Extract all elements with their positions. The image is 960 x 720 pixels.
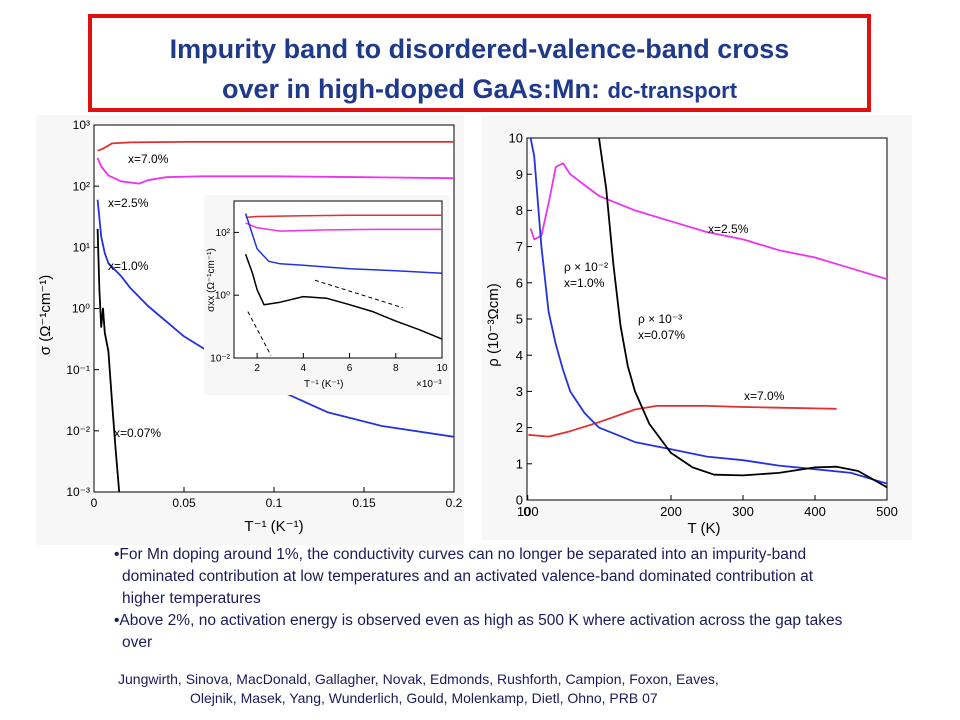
right-y-tick-label-7: 7 [516, 239, 523, 254]
left-series-line-3 [96, 228, 121, 492]
right-y-tick-label-4: 4 [516, 348, 523, 363]
right-y-tick-label-9: 9 [516, 167, 523, 182]
left-y-tick-label-5: 10² [73, 179, 90, 193]
left-series-label-0: x=7.0% [128, 152, 169, 166]
reference-line-2: Olejnik, Masek, Yang, Wunderlich, Gould,… [190, 690, 658, 706]
right-annotation-x-1: x=1.0% [564, 276, 605, 290]
left-y-tick-label-0: 10⁻³ [66, 485, 90, 499]
left-x-tick-label-1: 0.05 [172, 496, 196, 510]
title-line-2-main: over in high-doped GaAs:Mn: [221, 74, 608, 104]
right-x-tick-label-1: 100 [517, 504, 539, 519]
bullet-2: •Above 2%, no activation energy is obser… [114, 612, 843, 651]
inset-y-tick-label-2: 10² [216, 228, 231, 239]
inset-dashed-fit-high [314, 279, 403, 309]
left-y-tick-label-2: 10⁻¹ [66, 363, 90, 377]
right-x-axis-label: T (K) [687, 520, 720, 537]
right-series-line-2 [529, 138, 887, 485]
bullet-1: •For Mn doping around 1%, the conductivi… [114, 546, 814, 607]
left-y-tick-label-6: 10³ [73, 118, 90, 132]
title-line-2: over in high-doped GaAs:Mn: dc-transport [92, 74, 867, 105]
inset-y-tick-label-1: 10⁰ [215, 291, 230, 302]
right-annotation-x-2: x=0.07% [638, 328, 685, 342]
right-x-tick-label-4: 400 [804, 504, 826, 519]
inset-y-axis-label: σxx (Ω⁻¹cm⁻¹) [206, 248, 217, 312]
right-x-tick-label-5: 500 [876, 504, 898, 519]
left-series-label-2: x=1.0% [108, 259, 149, 273]
inset-dashed-fit-low [247, 311, 272, 356]
right-y-tick-label-0: 0 [516, 493, 523, 508]
inset-x-multiplier: ×10⁻³ [416, 379, 442, 390]
right-series-label-0: x=2.5% [708, 222, 749, 236]
inset-y-tick-label-0: 10⁻² [210, 354, 230, 365]
inset-x-tick-label-4: 10 [436, 363, 448, 374]
right-y-tick-label-2: 2 [516, 420, 523, 435]
right-series-label-1: x=7.0% [744, 389, 785, 403]
left-x-tick-label-2: 0.1 [266, 496, 283, 510]
reference-line-1: Jungwirth, Sinova, MacDonald, Gallagher,… [118, 671, 719, 687]
left-series-line-1 [96, 157, 454, 185]
title-box: Impurity band to disordered-valence-band… [88, 14, 871, 112]
left-x-tick-label-4: 0.2 [446, 496, 463, 510]
right-x-tick-label-0: 0 [523, 504, 530, 519]
bullet-list: •For Mn doping around 1%, the conductivi… [114, 544, 854, 654]
inset-series-line-0 [245, 214, 442, 219]
inset-x-tick-label-3: 8 [393, 363, 399, 374]
right-y-tick-label-3: 3 [516, 384, 523, 399]
right-plot-frame [526, 137, 888, 501]
left-y-tick-label-1: 10⁻² [66, 424, 90, 438]
right-y-axis-label: ρ (10⁻³Ωcm) [485, 283, 502, 367]
left-x-tick-label-3: 0.15 [352, 496, 376, 510]
inset-plot-frame [233, 200, 443, 359]
left-y-tick-label-3: 10⁰ [72, 302, 90, 316]
inset-x-axis-label: T⁻¹ (K⁻¹) [304, 379, 343, 390]
right-y-tick-label-5: 5 [516, 312, 523, 327]
right-y-tick-label-8: 8 [516, 203, 523, 218]
right-y-tick-label-1: 1 [516, 456, 523, 471]
inset-x-tick-label-1: 4 [301, 363, 307, 374]
inset-series-line-3 [244, 254, 442, 340]
right-y-tick-label-10: 10 [509, 131, 523, 146]
left-x-axis-label: T⁻¹ (K⁻¹) [244, 518, 303, 535]
references: Jungwirth, Sinova, MacDonald, Gallagher,… [118, 670, 838, 708]
inset-series-line-1 [245, 222, 442, 232]
inset-x-tick-label-0: 2 [254, 363, 260, 374]
right-y-tick-label-6: 6 [516, 275, 523, 290]
inset-x-tick-label-2: 6 [347, 363, 353, 374]
right-series-line-1 [528, 404, 837, 438]
right-annotation-scale-2: ρ × 10⁻³ [638, 312, 682, 326]
left-series-line-2 [96, 199, 454, 438]
inset-series-line-2 [244, 213, 442, 275]
left-series-label-3: x=0.07% [114, 426, 161, 440]
right-annotation-scale-1: ρ × 10⁻² [564, 260, 608, 274]
left-chart-root: 0 0.05 0.1 0.15 0.2 10⁻³ 10⁻² 10⁻¹ 10⁰ 10¹ 10² 10³ x… [37, 118, 463, 535]
left-chart: 0 0.05 0.1 0.15 0.2 10⁻³ 10⁻² 10⁻¹ 10⁰ 10¹ 10² 10³ x… [36, 115, 464, 545]
left-y-tick-label-4: 10¹ [73, 241, 90, 255]
right-x-tick-label-3: 300 [732, 504, 754, 519]
right-series-line-0 [529, 162, 887, 281]
title-line-1: Impurity band to disordered-valence-band… [169, 34, 790, 64]
right-series-line-3 [598, 138, 887, 489]
left-x-tick-label-0: 0 [91, 496, 98, 510]
left-series-label-1: x=2.5% [108, 196, 149, 210]
right-x-tick-label-2: 200 [660, 504, 682, 519]
left-series-line-0 [97, 140, 454, 152]
left-y-axis-label: σ (Ω⁻¹cm⁻¹) [37, 275, 54, 355]
title-line-2-small: dc-transport [607, 78, 738, 103]
